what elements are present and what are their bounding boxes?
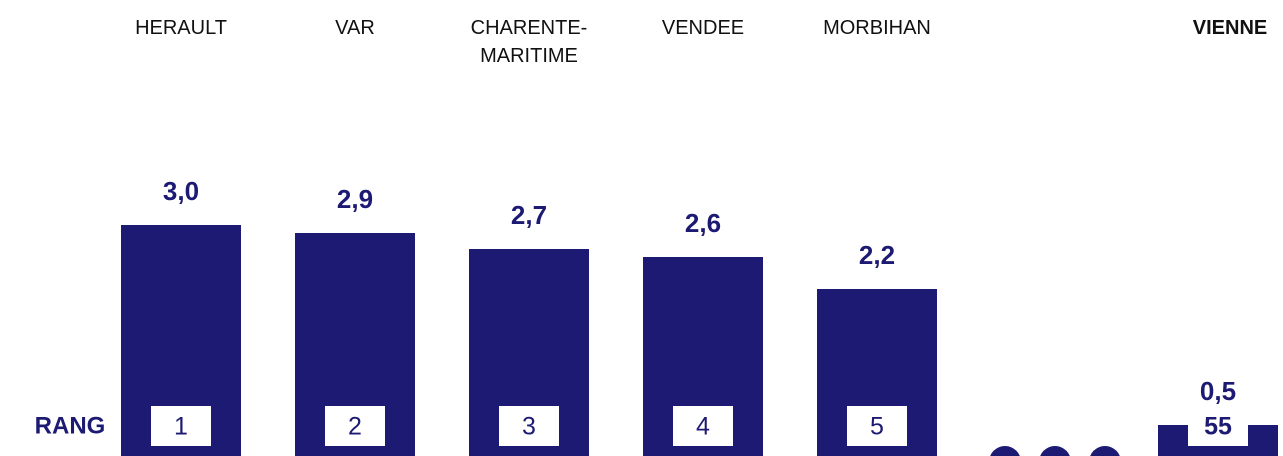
- dot: [1040, 446, 1070, 456]
- value-label: 2,2: [859, 240, 895, 270]
- category-label: MORBIHAN: [823, 17, 931, 39]
- dot: [990, 446, 1020, 456]
- rank-box: [151, 406, 211, 446]
- rank-label: 1: [174, 413, 188, 441]
- category-label: VAR: [335, 17, 375, 39]
- rank-label: 55: [1204, 413, 1232, 441]
- value-label: 0,5: [1200, 376, 1236, 406]
- value-label: 2,7: [511, 200, 547, 230]
- value-label: 3,0: [163, 176, 199, 206]
- category-label: HERAULT: [135, 17, 227, 39]
- category-label: VENDEE: [661, 17, 745, 39]
- rank-box: [1188, 406, 1248, 446]
- value-label: 2,9: [337, 184, 373, 214]
- rank-label: 5: [870, 413, 884, 441]
- value-label: 2,6: [685, 208, 721, 238]
- category-label: VIENNE: [1192, 17, 1268, 39]
- rank-box: [325, 406, 385, 446]
- rank-label: 2: [348, 413, 362, 441]
- category-label: CHARENTE-MARITIME: [470, 17, 588, 67]
- ellipsis: [990, 446, 1120, 456]
- rank-title: RANG: [35, 412, 106, 439]
- rank-box: [847, 406, 907, 446]
- rank-label: 4: [696, 413, 710, 441]
- rank-box: [673, 406, 733, 446]
- rank-label: 3: [522, 413, 536, 441]
- dot: [1090, 446, 1120, 456]
- rank-box: [499, 406, 559, 446]
